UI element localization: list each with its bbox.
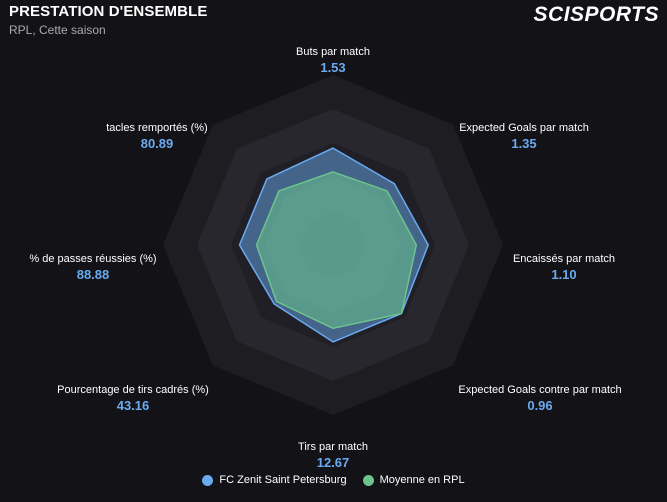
axis-value-2: 1.10 xyxy=(551,267,576,282)
legend-item-team: FC Zenit Saint Petersburg xyxy=(202,474,347,486)
axis-value-1: 1.35 xyxy=(511,136,536,151)
axis-label-7: tacles remportés (%) xyxy=(106,122,207,134)
scisports-logo: SCISPORTS xyxy=(533,3,659,26)
chart-title: PRESTATION D'ENSEMBLE xyxy=(9,3,208,20)
axis-label-2: Encaissés par match xyxy=(513,253,615,265)
axis-label-1: Expected Goals par match xyxy=(459,122,589,134)
axis-label-3: Expected Goals contre par match xyxy=(458,384,621,396)
legend-label-team: FC Zenit Saint Petersburg xyxy=(219,474,347,486)
axis-value-3: 0.96 xyxy=(527,398,552,413)
legend-swatch-team xyxy=(202,474,214,486)
legend: FC Zenit Saint Petersburg Moyenne en RPL xyxy=(0,474,667,486)
axis-value-5: 43.16 xyxy=(117,398,150,413)
axis-label-4: Tirs par match xyxy=(298,441,368,453)
series-polygon-league xyxy=(255,171,418,330)
axis-value-7: 80.89 xyxy=(141,136,174,151)
legend-item-league: Moyenne en RPL xyxy=(362,474,465,486)
axis-value-0: 1.53 xyxy=(320,60,345,75)
axis-value-6: 88.88 xyxy=(77,267,110,282)
axis-label-0: Buts par match xyxy=(296,46,370,58)
chart-subtitle: RPL, Cette saison xyxy=(9,23,106,37)
legend-label-league: Moyenne en RPL xyxy=(379,474,465,486)
axis-value-4: 12.67 xyxy=(317,455,350,470)
legend-swatch-league xyxy=(362,474,374,486)
axis-label-6: % de passes réussies (%) xyxy=(29,253,156,265)
axis-label-5: Pourcentage de tirs cadrés (%) xyxy=(57,384,209,396)
